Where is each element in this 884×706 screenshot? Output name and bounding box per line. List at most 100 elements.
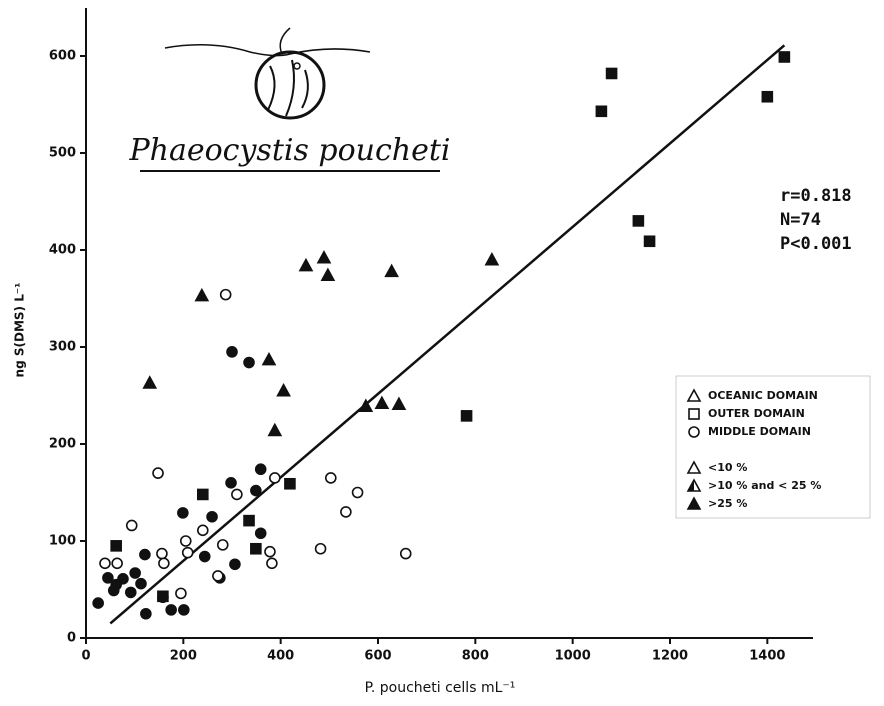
point: [212, 570, 224, 582]
annotation: r=0.818: [780, 186, 852, 206]
point: [107, 584, 120, 597]
point: [110, 540, 122, 552]
point: [177, 507, 189, 519]
x-tick-label: 1400: [749, 649, 785, 664]
point: [152, 467, 164, 479]
regression-line: [109, 44, 786, 625]
point: [254, 463, 267, 476]
point: [269, 472, 281, 484]
y-tick-label: 400: [49, 243, 76, 258]
x-axis-label: P. poucheti cells mL⁻¹: [365, 680, 516, 696]
point: [231, 488, 243, 501]
point: [632, 215, 645, 227]
legend-label: OUTER DOMAIN: [708, 407, 805, 420]
point: [135, 577, 147, 590]
point: [391, 396, 407, 411]
legend-label: OCEANIC DOMAIN: [708, 389, 818, 402]
point: [158, 557, 170, 570]
point: [243, 356, 255, 369]
legend-label: <10 %: [708, 461, 747, 474]
point: [165, 604, 177, 616]
point: [206, 510, 218, 523]
point: [179, 535, 192, 547]
point: [197, 488, 209, 501]
point: [216, 539, 229, 551]
y-tick-label: 100: [49, 534, 76, 549]
x-tick-label: 800: [462, 649, 489, 664]
point: [226, 346, 238, 358]
point: [92, 597, 104, 609]
point: [219, 288, 232, 301]
legend-marker: [688, 426, 700, 438]
point: [156, 547, 168, 560]
y-tick-label: 500: [49, 146, 76, 161]
point: [198, 550, 211, 563]
x-tick-label: 200: [170, 649, 197, 664]
point: [194, 287, 210, 302]
point: [605, 67, 618, 80]
point: [484, 252, 500, 266]
point: [358, 398, 374, 412]
point: [229, 558, 241, 571]
point: [324, 472, 337, 484]
point: [320, 267, 336, 282]
point: [261, 351, 277, 366]
point: [284, 477, 296, 490]
point: [351, 486, 364, 499]
point: [276, 382, 291, 397]
legend-marker: [686, 478, 702, 492]
y-tick-label: 300: [49, 340, 76, 355]
point: [384, 263, 399, 278]
point: [157, 591, 169, 604]
chart-title: Phaeocystis poucheti: [128, 133, 450, 168]
y-tick-label: 200: [49, 437, 76, 452]
y-axis-label: ng S(DMS) L⁻¹: [13, 283, 27, 378]
point: [129, 567, 141, 579]
point: [125, 519, 138, 532]
point: [267, 422, 283, 437]
point: [181, 546, 194, 559]
point: [175, 587, 187, 600]
legend-label: >10 % and < 25 %: [708, 479, 821, 492]
point: [250, 542, 262, 555]
x-tick-label: 400: [267, 649, 294, 664]
point: [111, 557, 123, 570]
x-tick-label: 0: [81, 649, 90, 664]
legend-marker: [688, 408, 700, 420]
point: [243, 514, 255, 527]
point: [264, 545, 276, 558]
legend-marker: [686, 388, 702, 402]
y-tick-label: 600: [49, 49, 76, 64]
cell-illustration: [164, 27, 371, 120]
legend-marker: [686, 496, 702, 510]
point: [340, 506, 352, 518]
point: [124, 586, 137, 599]
x-tick-label: 1200: [652, 649, 688, 664]
legend-box: [675, 375, 871, 519]
y-tick-label: 0: [67, 631, 76, 646]
annotation: P<0.001: [780, 234, 852, 254]
point: [778, 51, 791, 63]
point: [460, 410, 473, 422]
x-tick-label: 600: [364, 649, 391, 664]
point: [254, 527, 267, 540]
point: [225, 476, 237, 489]
point: [374, 395, 390, 410]
point: [316, 250, 332, 264]
point: [250, 484, 262, 497]
point: [140, 607, 152, 620]
point: [314, 542, 327, 555]
point: [139, 548, 151, 561]
annotation: N=74: [780, 210, 821, 230]
point: [399, 547, 412, 560]
point: [643, 235, 656, 248]
point: [178, 604, 190, 616]
point: [298, 257, 314, 272]
point: [197, 524, 209, 537]
point: [761, 90, 774, 103]
x-tick-label: 1000: [555, 649, 591, 664]
point: [142, 375, 158, 389]
point: [595, 105, 608, 118]
legend-marker: [686, 460, 702, 474]
